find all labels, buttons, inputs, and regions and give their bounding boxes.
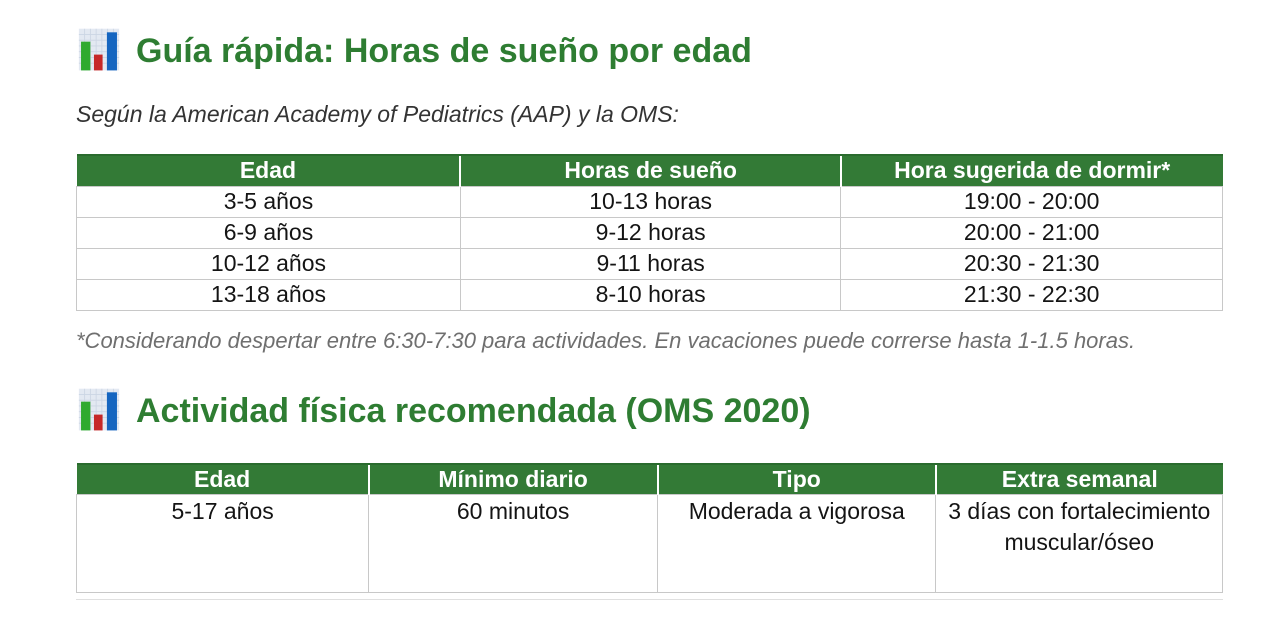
table-cell: 19:00 - 20:00 (840, 185, 1223, 218)
table-cell: 13-18 años (76, 278, 461, 311)
bar-chart-icon (76, 387, 122, 435)
table-cell: 10-12 años (76, 247, 461, 280)
table-cell: 20:30 - 21:30 (840, 247, 1223, 280)
activity-table-header-row: Edad Mínimo diario Tipo Extra semanal (76, 462, 1223, 495)
table-cell: 21:30 - 22:30 (840, 278, 1223, 311)
sleep-table-footnote: *Considerando despertar entre 6:30-7:30 … (76, 327, 1136, 353)
table-cell: 60 minutos (368, 494, 658, 593)
section2-title-row: Actividad física recomendada (OMS 2020) (76, 387, 1223, 435)
section1-title: Guía rápida: Horas de sueño por edad (136, 32, 752, 70)
bar-chart-icon (76, 27, 122, 75)
section2-title: Actividad física recomendada (OMS 2020) (136, 391, 811, 430)
table-row: 13-18 años 8-10 horas 21:30 - 22:30 (76, 278, 1223, 311)
table-cell: 9-11 horas (459, 247, 842, 280)
table-cell: 6-9 años (76, 216, 461, 249)
table-cell: Moderada a vigorosa (656, 494, 937, 593)
header-cell-edad: Edad (76, 462, 369, 495)
header-cell-edad: Edad (76, 154, 461, 186)
table-row: 3-5 años 10-13 horas 19:00 - 20:00 (76, 185, 1223, 218)
table-row: 5-17 años 60 minutos Moderada a vigorosa… (75, 494, 1223, 593)
table-cell: 20:00 - 21:00 (840, 216, 1223, 249)
header-cell-tipo: Tipo (656, 462, 936, 495)
header-cell-extra-semanal: Extra semanal (934, 462, 1223, 495)
page-cut-divider (76, 599, 1223, 600)
sleep-table-header-row: Edad Horas de sueño Hora sugerida de dor… (76, 154, 1223, 186)
table-cell: 3-5 años (76, 185, 461, 218)
section1-subtitle: Según la American Academy of Pediatrics … (76, 101, 679, 127)
table-row: 6-9 años 9-12 horas 20:00 - 21:00 (76, 216, 1223, 249)
table-cell: 3 días con fortalecimiento muscular/óseo (935, 494, 1223, 593)
section1-title-row: Guía rápida: Horas de sueño por edad (76, 27, 1223, 75)
table-cell: 10-13 horas (459, 185, 842, 218)
header-cell-minimo-diario: Mínimo diario (367, 462, 658, 495)
header-cell-hora-sugerida: Hora sugerida de dormir* (839, 154, 1223, 186)
header-cell-horas-sueno: Horas de sueño (459, 154, 841, 186)
physical-activity-table: Edad Mínimo diario Tipo Extra semanal 5-… (75, 462, 1223, 593)
sleep-hours-table: Edad Horas de sueño Hora sugerida de dor… (76, 154, 1223, 311)
document-page: Guía rápida: Horas de sueño por edad Seg… (75, 27, 1223, 600)
table-cell: 5-17 años (75, 494, 370, 593)
table-row: 10-12 años 9-11 horas 20:30 - 21:30 (76, 247, 1223, 280)
table-cell: 9-12 horas (459, 216, 842, 249)
table-cell: 8-10 horas (459, 278, 842, 311)
